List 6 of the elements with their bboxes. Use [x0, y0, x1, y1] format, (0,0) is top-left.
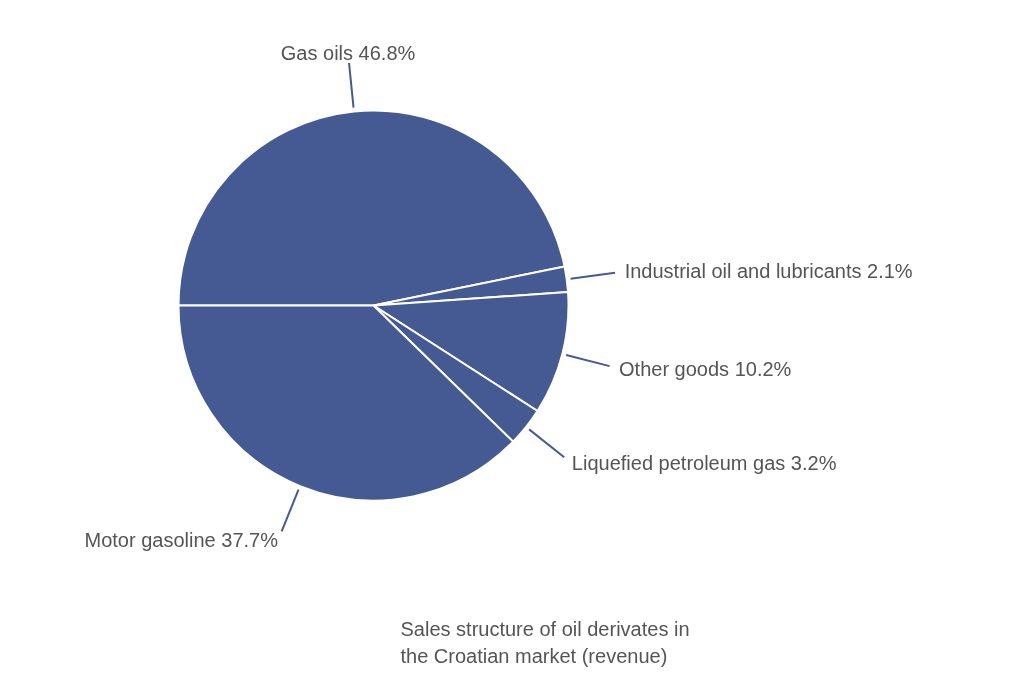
slice-label: Motor gasoline 37.7% — [84, 529, 279, 552]
slice-label: Gas oils 46.8% — [280, 42, 416, 65]
slice-label: Other goods 10.2% — [619, 357, 792, 380]
slice-label: Industrial oil and lubricants 2.1% — [624, 260, 913, 283]
slice-label: Liquefied petroleum gas 3.2% — [571, 452, 837, 475]
text: Sales structure of oil derivates in the Croatian market (revenue) — [400, 618, 690, 667]
